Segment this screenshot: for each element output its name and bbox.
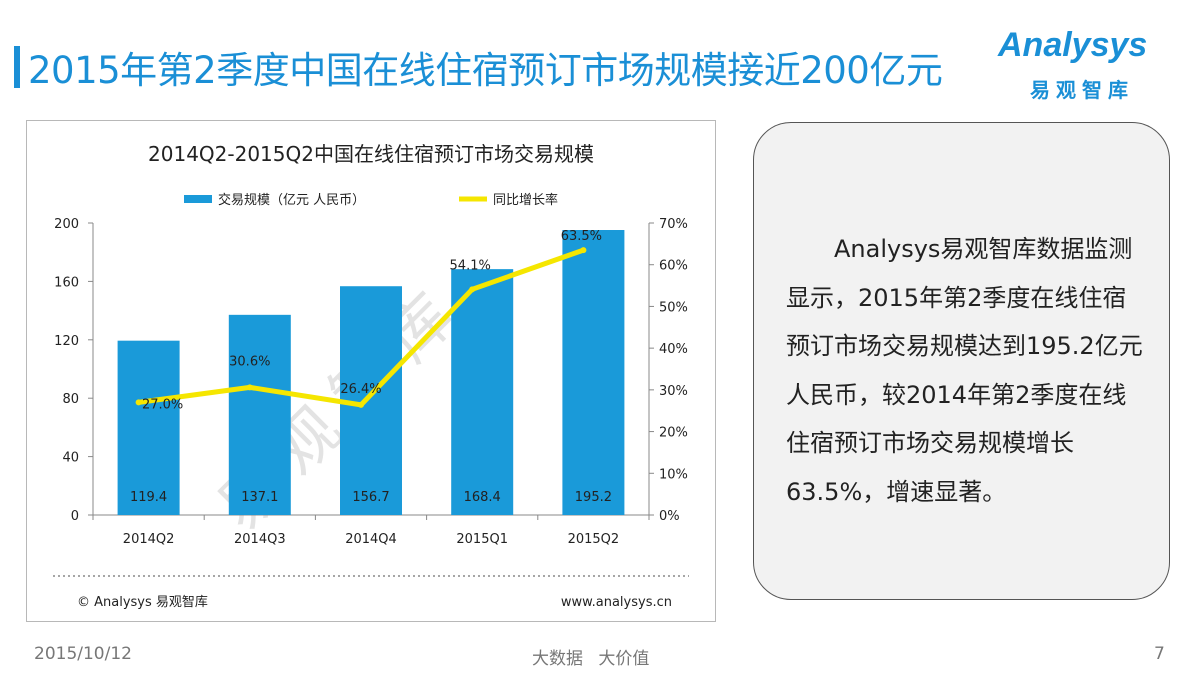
y-left-tick-label: 0	[71, 509, 79, 524]
logo-text: Analysys	[998, 26, 1148, 64]
line-point	[246, 384, 253, 391]
bar-value-label: 168.4	[464, 490, 501, 505]
x-tick-label: 2014Q2	[123, 532, 175, 547]
y-right-tick-label: 30%	[659, 384, 688, 399]
legend-bar-swatch	[184, 195, 212, 203]
bar-value-label: 156.7	[352, 490, 389, 505]
x-tick-label: 2014Q4	[345, 532, 397, 547]
bar	[451, 269, 514, 515]
footer-date: 2015/10/12	[34, 644, 132, 664]
growth-line-series: 27.0% 30.6% 26.4% 54.1% 63.5%	[135, 229, 602, 412]
chart-panel: 2014Q2-2015Q2中国在线住宿预订市场交易规模 交易规模（亿元 人民币）…	[26, 120, 716, 622]
analysys-logo: Analysys 易观智库	[992, 26, 1172, 106]
line-value-label: 54.1%	[450, 258, 491, 273]
line-point	[358, 401, 364, 408]
legend-line-label: 同比增长率	[493, 192, 558, 208]
line-value-label: 26.4%	[340, 382, 381, 397]
chart-axes: 0 40 80 120 160 200 0% 10% 20% 30% 40% 50% 60% 70% 201…	[54, 217, 688, 547]
bar	[562, 230, 625, 515]
bar	[117, 340, 180, 515]
source-left: © Analysys 易观智库	[77, 594, 208, 610]
y-right-tick-label: 50%	[659, 300, 688, 315]
page-number: 7	[1154, 644, 1165, 664]
page-title: 2015年第2季度中国在线住宿预订市场规模接近200亿元	[28, 49, 943, 92]
line-value-label: 63.5%	[561, 229, 602, 244]
chart-legend: 交易规模（亿元 人民币） 同比增长率	[184, 192, 558, 208]
y-right-tick-label: 20%	[659, 426, 688, 441]
line-value-label: 27.0%	[142, 397, 183, 412]
bar	[340, 286, 402, 515]
y-left-tick-label: 160	[54, 275, 79, 290]
x-tick-label: 2015Q1	[456, 532, 508, 547]
source-right: www.analysys.cn	[561, 595, 672, 610]
bar-value-label: 195.2	[575, 490, 612, 505]
chart-title: 2014Q2-2015Q2中国在线住宿预订市场交易规模	[148, 142, 594, 166]
line-value-label: 30.6%	[229, 354, 270, 369]
y-right-tick-label: 40%	[659, 342, 688, 357]
bar	[228, 314, 291, 515]
bar-series: 119.4 137.1 156.7 168.4 195.2	[117, 230, 625, 515]
logo-subtitle: 易观智库	[1030, 78, 1134, 102]
bar-line-chart: 2014Q2-2015Q2中国在线住宿预订市场交易规模 交易规模（亿元 人民币）…	[53, 142, 689, 610]
legend-bar-label: 交易规模（亿元 人民币）	[218, 192, 365, 208]
summary-text: Analysys易观智库数据监测显示，2015年第2季度在线住宿预订市场交易规模…	[786, 235, 1143, 506]
y-left-tick-label: 40	[62, 451, 79, 466]
y-right-tick-label: 0%	[659, 509, 680, 524]
x-tick-label: 2014Q3	[234, 532, 286, 547]
line-point	[135, 399, 142, 406]
y-right-tick-label: 10%	[659, 467, 688, 482]
line-point	[580, 247, 587, 254]
y-right-tick-label: 60%	[659, 259, 688, 274]
line-point	[469, 286, 476, 293]
bar-value-label: 137.1	[241, 490, 278, 505]
x-tick-label: 2015Q2	[568, 532, 620, 547]
y-left-tick-label: 120	[54, 334, 79, 349]
y-left-tick-label: 200	[54, 217, 79, 232]
footer-slogan: 大数据 大价值	[532, 649, 650, 669]
bar-value-label: 119.4	[130, 490, 167, 505]
summary-textbox: Analysys易观智库数据监测显示，2015年第2季度在线住宿预订市场交易规模…	[753, 122, 1170, 600]
title-accent-bar	[14, 46, 20, 88]
y-right-tick-label: 70%	[659, 217, 688, 232]
y-left-tick-label: 80	[62, 392, 79, 407]
